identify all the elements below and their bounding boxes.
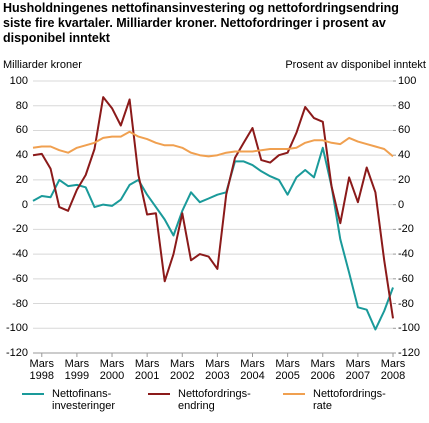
legend-label: Nettofordrings- endring	[178, 388, 251, 412]
x-tick-label: Mars 1999	[64, 358, 90, 382]
x-tick-label: Mars 2007	[345, 358, 371, 382]
x-tick-label: Mars 2000	[99, 358, 125, 382]
y2-axis-label: Prosent av disponibel inntekt	[285, 59, 426, 71]
y2-tick-label: 40	[398, 149, 411, 162]
y-tick-label: -60	[12, 272, 28, 285]
y2-tick-label: -100	[398, 322, 421, 335]
y-tick-label: 80	[15, 99, 28, 112]
y-tick-label: -100	[5, 322, 28, 335]
y-tick-label: -20	[12, 223, 28, 236]
y-tick-label: -80	[12, 297, 28, 310]
x-tick-label: Mars 2002	[170, 358, 195, 382]
x-tick-label: Mars 2006	[310, 358, 335, 382]
x-tick-label: Mars 2004	[240, 358, 265, 382]
y-tick-label: 20	[15, 173, 28, 186]
x-tick-label: Mars 2008	[380, 358, 406, 382]
y2-tick-label: -120	[398, 347, 421, 359]
y-tick-label: 40	[15, 149, 28, 162]
y2-tick-label: -60	[398, 272, 414, 285]
x-tick-label: Mars 2001	[134, 358, 160, 382]
y2-tick-label: 0	[398, 198, 405, 211]
x-tick-label: Mars 2005	[275, 358, 300, 382]
y-tick-label: -120	[5, 347, 28, 359]
y2-tick-label: -80	[398, 297, 414, 310]
y-tick-label: 0	[21, 198, 28, 211]
y2-tick-label: 60	[398, 124, 411, 137]
x-tick-label: Mars 1998	[29, 358, 54, 382]
y2-tick-label: 20	[398, 173, 411, 186]
series-line	[32, 146, 394, 331]
y2-tick-label: 100	[398, 75, 417, 87]
y-tick-label: 100	[9, 75, 28, 87]
y-tick-label: -40	[12, 248, 28, 261]
y2-tick-label: -40	[398, 248, 414, 261]
y2-tick-label: 80	[398, 99, 411, 112]
y-axis-label: Milliarder kroner	[3, 59, 82, 71]
chart-title: Husholdningenes nettofinansinvestering o…	[3, 1, 399, 45]
series-line	[32, 130, 394, 158]
y2-tick-label: -20	[398, 223, 414, 236]
series-line	[32, 96, 394, 319]
y-tick-label: 60	[15, 124, 28, 137]
legend-label: Nettofordrings- rate	[313, 388, 386, 412]
legend-label: Nettofinans- investeringer	[52, 388, 115, 412]
x-tick-label: Mars 2003	[205, 358, 230, 382]
